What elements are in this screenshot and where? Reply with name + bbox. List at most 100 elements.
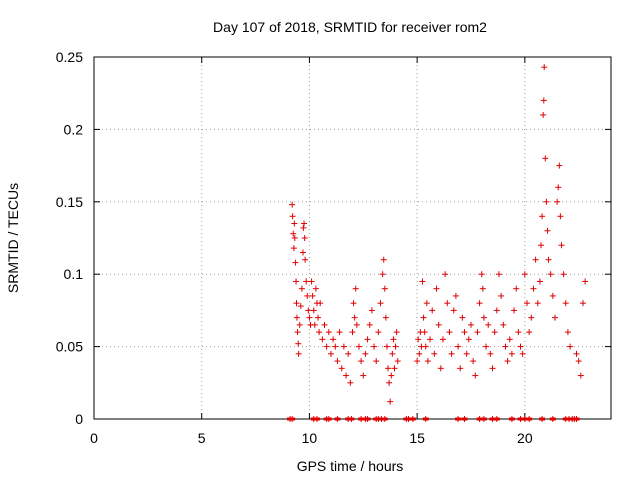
data-point — [382, 314, 389, 321]
data-point — [301, 235, 308, 241]
zero-data-point — [573, 416, 580, 422]
data-point — [437, 365, 444, 372]
zero-data-point — [422, 416, 429, 422]
data-point — [383, 343, 390, 350]
data-point — [289, 213, 296, 220]
data-point — [526, 329, 533, 336]
data-point — [537, 242, 544, 249]
data-point — [459, 314, 466, 321]
zero-data-point — [480, 416, 487, 422]
y-tick-label: 0.2 — [64, 121, 84, 137]
data-point — [353, 321, 360, 328]
x-tick-label: 10 — [302, 430, 318, 446]
data-point — [470, 358, 477, 365]
data-point — [551, 314, 558, 321]
data-point — [377, 300, 384, 307]
data-point — [517, 343, 524, 350]
grid-lines — [94, 57, 611, 419]
data-point — [521, 271, 528, 278]
data-point — [463, 350, 470, 357]
data-point — [474, 329, 481, 336]
data-point — [564, 329, 571, 336]
data-point — [290, 245, 297, 252]
data-point — [567, 343, 574, 350]
data-point — [487, 350, 494, 357]
chart-title: Day 107 of 2018, SRMTID for receiver rom… — [213, 19, 487, 35]
data-point — [293, 314, 300, 321]
data-point — [304, 292, 311, 299]
data-point — [427, 336, 434, 343]
data-point — [557, 213, 564, 220]
data-point — [542, 155, 549, 162]
data-point — [290, 230, 297, 237]
data-point — [330, 336, 337, 343]
data-point — [316, 329, 323, 336]
data-point — [420, 314, 427, 321]
data-point — [338, 365, 345, 372]
data-point — [435, 321, 442, 328]
data-point — [334, 358, 341, 365]
data-point — [540, 97, 547, 104]
data-point — [306, 314, 313, 321]
data-point — [558, 242, 565, 249]
data-point — [312, 285, 319, 292]
data-point — [519, 350, 526, 357]
data-point — [523, 300, 530, 307]
y-tick-label: 0.25 — [56, 49, 83, 65]
data-point — [293, 278, 300, 285]
data-point — [555, 184, 562, 191]
data-point — [305, 307, 312, 314]
data-point — [419, 278, 426, 285]
x-tick-label: 20 — [517, 430, 533, 446]
zero-data-point — [348, 416, 355, 422]
data-point — [480, 314, 487, 321]
data-point — [431, 350, 438, 357]
data-point — [483, 343, 490, 350]
data-point — [381, 285, 388, 292]
data-point — [308, 278, 315, 285]
zero-data-point — [461, 416, 468, 422]
data-point — [327, 350, 334, 357]
data-point — [317, 300, 324, 307]
data-point — [336, 329, 343, 336]
data-point — [390, 336, 397, 343]
data-point — [319, 336, 326, 343]
data-point — [321, 321, 328, 328]
data-point — [491, 329, 498, 336]
data-point — [325, 329, 332, 336]
data-point — [350, 300, 357, 307]
data-point — [502, 343, 509, 350]
data-point — [294, 329, 301, 336]
data-point — [452, 292, 459, 299]
data-point — [380, 256, 387, 263]
x-tick-label: 5 — [198, 430, 206, 446]
data-point — [345, 350, 352, 357]
data-point — [495, 271, 502, 278]
data-point — [347, 379, 354, 386]
data-point — [442, 271, 449, 278]
data-point — [439, 336, 446, 343]
data-point — [368, 307, 375, 314]
data-point — [513, 285, 520, 292]
data-point — [364, 336, 371, 343]
data-point — [534, 300, 541, 307]
data-point — [539, 213, 546, 220]
y-tick-label: 0.1 — [64, 266, 84, 282]
data-point — [311, 321, 318, 328]
data-point — [349, 329, 356, 336]
data-point — [393, 329, 400, 336]
data-point — [472, 372, 479, 379]
data-point — [547, 271, 554, 278]
data-point — [498, 292, 505, 299]
data-point — [504, 358, 511, 365]
data-point — [515, 329, 522, 336]
data-point — [291, 235, 298, 241]
data-point — [371, 343, 378, 350]
zero-data-point — [334, 416, 341, 422]
data-point — [292, 259, 299, 266]
axis-ticks — [93, 56, 611, 420]
data-point — [379, 271, 386, 278]
data-point — [309, 292, 316, 299]
data-point — [423, 300, 430, 307]
